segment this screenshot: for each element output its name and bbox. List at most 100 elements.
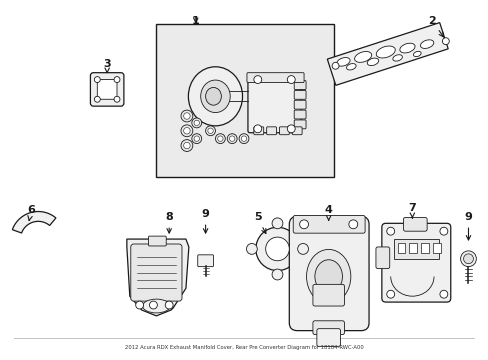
Circle shape <box>114 77 120 82</box>
Text: 3: 3 <box>103 59 111 72</box>
Ellipse shape <box>314 260 342 293</box>
Circle shape <box>94 96 100 102</box>
FancyBboxPatch shape <box>381 223 450 302</box>
Bar <box>393 239 438 259</box>
FancyBboxPatch shape <box>148 236 166 246</box>
Circle shape <box>183 127 190 134</box>
FancyBboxPatch shape <box>294 100 305 109</box>
Circle shape <box>271 218 283 229</box>
Circle shape <box>287 76 295 84</box>
FancyBboxPatch shape <box>294 90 305 99</box>
FancyBboxPatch shape <box>316 329 340 346</box>
FancyBboxPatch shape <box>246 73 304 82</box>
Circle shape <box>181 125 192 137</box>
Ellipse shape <box>142 299 170 313</box>
Text: 2012 Acura RDX Exhaust Manifold Cover, Rear Pre Converter Diagram for 18184-RWC-: 2012 Acura RDX Exhaust Manifold Cover, R… <box>124 345 363 350</box>
Ellipse shape <box>413 51 420 57</box>
FancyBboxPatch shape <box>90 73 123 106</box>
Circle shape <box>191 134 201 144</box>
Circle shape <box>229 136 234 141</box>
FancyBboxPatch shape <box>247 75 301 133</box>
FancyBboxPatch shape <box>294 120 305 129</box>
Bar <box>432 243 440 253</box>
FancyBboxPatch shape <box>403 217 426 231</box>
Ellipse shape <box>188 67 242 126</box>
Circle shape <box>215 134 225 144</box>
Circle shape <box>205 126 215 136</box>
FancyBboxPatch shape <box>375 247 389 269</box>
Polygon shape <box>326 23 447 85</box>
Circle shape <box>183 142 190 149</box>
Circle shape <box>299 220 308 229</box>
Circle shape <box>217 136 223 141</box>
Ellipse shape <box>366 58 378 66</box>
Circle shape <box>348 220 357 229</box>
FancyBboxPatch shape <box>253 127 263 135</box>
FancyBboxPatch shape <box>294 110 305 119</box>
Circle shape <box>331 62 338 69</box>
FancyBboxPatch shape <box>292 127 302 135</box>
Circle shape <box>149 301 157 309</box>
Bar <box>408 243 416 253</box>
Bar <box>397 243 405 253</box>
FancyBboxPatch shape <box>312 284 344 306</box>
Ellipse shape <box>354 51 371 62</box>
Circle shape <box>136 301 143 309</box>
Text: 1: 1 <box>191 15 199 26</box>
Circle shape <box>94 77 100 82</box>
FancyBboxPatch shape <box>279 127 289 135</box>
Circle shape <box>194 136 199 141</box>
Bar <box>156 24 333 177</box>
FancyBboxPatch shape <box>312 321 344 334</box>
Circle shape <box>255 227 299 271</box>
Text: 7: 7 <box>407 203 415 218</box>
Circle shape <box>253 125 261 133</box>
Circle shape <box>287 125 295 133</box>
Ellipse shape <box>375 46 394 58</box>
Ellipse shape <box>346 64 355 70</box>
Circle shape <box>297 243 308 254</box>
FancyBboxPatch shape <box>289 216 368 330</box>
Circle shape <box>165 301 173 309</box>
FancyBboxPatch shape <box>197 255 213 267</box>
Circle shape <box>181 140 192 152</box>
Text: 6: 6 <box>27 204 35 221</box>
Circle shape <box>460 251 475 267</box>
FancyBboxPatch shape <box>97 80 117 99</box>
Circle shape <box>253 76 261 84</box>
Circle shape <box>194 120 199 126</box>
Text: 8: 8 <box>165 212 173 233</box>
Circle shape <box>271 269 283 280</box>
FancyBboxPatch shape <box>130 244 182 301</box>
Circle shape <box>386 227 394 235</box>
FancyBboxPatch shape <box>293 215 365 233</box>
Ellipse shape <box>336 58 349 66</box>
Circle shape <box>463 254 472 264</box>
Bar <box>420 243 428 253</box>
Ellipse shape <box>200 80 230 113</box>
Ellipse shape <box>205 87 221 105</box>
Ellipse shape <box>392 55 402 61</box>
FancyBboxPatch shape <box>266 127 276 135</box>
FancyBboxPatch shape <box>294 81 305 89</box>
Circle shape <box>246 243 257 254</box>
Circle shape <box>183 113 190 119</box>
Ellipse shape <box>420 40 433 49</box>
Circle shape <box>439 227 447 235</box>
Ellipse shape <box>306 249 350 303</box>
Text: 4: 4 <box>324 204 332 220</box>
Circle shape <box>239 134 248 144</box>
Text: 5: 5 <box>253 212 265 234</box>
Circle shape <box>386 290 394 298</box>
Circle shape <box>227 134 237 144</box>
Polygon shape <box>126 239 188 316</box>
Circle shape <box>265 237 289 261</box>
Circle shape <box>181 110 192 122</box>
Text: 2: 2 <box>427 15 443 37</box>
Text: 9: 9 <box>201 210 209 233</box>
Circle shape <box>241 136 246 141</box>
Circle shape <box>207 128 213 134</box>
Circle shape <box>114 96 120 102</box>
Text: 9: 9 <box>464 212 471 240</box>
Circle shape <box>191 118 201 128</box>
